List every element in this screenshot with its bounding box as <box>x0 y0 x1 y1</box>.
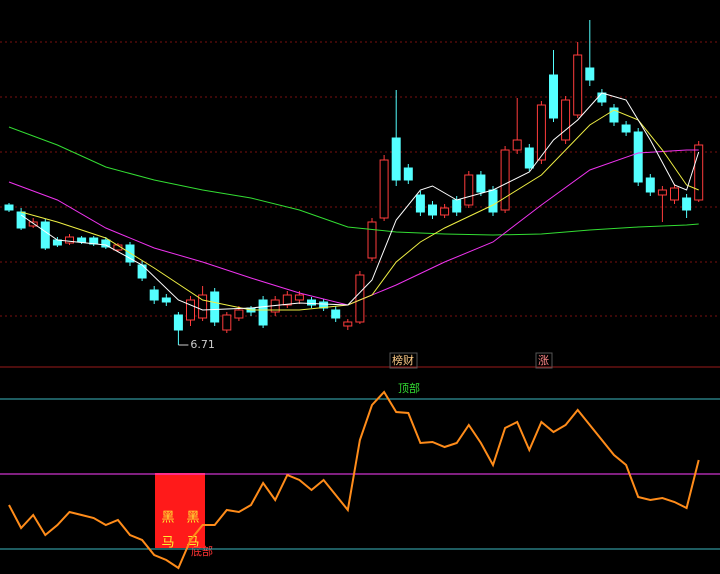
candle-body <box>16 211 26 229</box>
candle-body <box>222 314 232 331</box>
candle-body <box>294 294 304 301</box>
candle-body <box>331 309 341 319</box>
top-label: 顶部 <box>398 381 420 395</box>
bottom-label: 底部 <box>191 544 213 558</box>
candle-body <box>258 299 268 326</box>
candle-body <box>307 299 316 306</box>
candle-body <box>161 297 171 303</box>
candle-body <box>585 67 595 81</box>
marker-box <box>389 352 418 369</box>
marker-box <box>535 352 553 369</box>
candle-body <box>694 144 704 201</box>
candle-body <box>500 149 510 211</box>
candle-body <box>597 92 607 103</box>
candle-body <box>682 197 692 211</box>
candle-body <box>573 54 583 116</box>
candle-body <box>512 139 522 151</box>
candle-body <box>549 74 558 119</box>
candle-body <box>391 137 401 181</box>
candle-body <box>657 189 667 196</box>
signal-box <box>155 473 205 548</box>
moving-average <box>20 92 700 311</box>
candle-body <box>28 221 38 227</box>
candle-body <box>186 299 195 321</box>
moving-average <box>20 109 699 311</box>
candle-body <box>65 236 74 244</box>
candle-body <box>343 321 353 327</box>
candle-body <box>282 294 292 306</box>
candle-body <box>633 131 643 183</box>
candle-body <box>234 309 244 319</box>
marker-label: 涨 <box>538 354 549 367</box>
candle-body <box>452 199 462 213</box>
candle-body <box>561 99 571 141</box>
candle-body <box>488 189 498 213</box>
candle-body <box>101 239 111 248</box>
signal-text: 黑马 <box>159 510 175 560</box>
candle-body <box>536 104 546 161</box>
marker-label: 榜财 <box>392 353 414 367</box>
candle-body <box>137 264 147 279</box>
candle-body <box>621 124 631 133</box>
candle-body <box>415 194 425 213</box>
candle-body <box>428 204 437 216</box>
candle-body <box>609 107 619 123</box>
candle-body <box>670 187 679 201</box>
candle-body <box>645 177 655 193</box>
candle-body <box>210 291 220 323</box>
candle-body <box>173 314 183 331</box>
candle-body <box>40 221 50 249</box>
candle-body <box>440 207 450 216</box>
candle-body <box>367 221 377 259</box>
candle-body <box>379 159 389 219</box>
candle-body <box>198 294 208 319</box>
moving-average <box>8 126 699 236</box>
candle-body <box>149 289 159 301</box>
candle-body <box>77 237 87 243</box>
candle-body <box>403 167 413 181</box>
candle-body <box>4 204 14 211</box>
candle-body <box>524 147 534 169</box>
candle-body <box>476 174 486 193</box>
oscillator-line <box>8 390 700 570</box>
candle-body <box>464 174 474 206</box>
low-label: 6.71 <box>190 338 215 351</box>
